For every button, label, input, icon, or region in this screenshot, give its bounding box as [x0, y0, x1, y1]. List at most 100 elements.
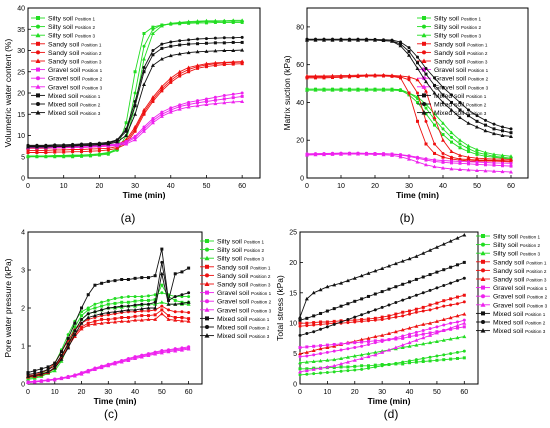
x-tick-label: 20 [371, 183, 379, 190]
y-tick-label: 40 [296, 100, 304, 107]
data-point [346, 321, 350, 325]
data-point [352, 276, 357, 280]
legend-marker [36, 41, 40, 46]
y-tick-label: 0 [293, 382, 297, 389]
data-point [142, 70, 146, 74]
series-mixed-1 [26, 247, 191, 375]
data-point [231, 36, 235, 40]
data-point [467, 150, 470, 154]
legend-entry: Silty soil Position 2 [476, 242, 540, 249]
data-point [26, 153, 30, 158]
series-line [307, 88, 512, 160]
legend-sub-label: Position 3 [82, 85, 103, 90]
data-point [398, 74, 403, 78]
data-point [339, 88, 343, 92]
data-point [80, 314, 84, 318]
x-tick-label: 10 [323, 389, 331, 396]
data-point [346, 302, 350, 306]
data-point [332, 357, 337, 362]
legend-marker [204, 333, 210, 338]
data-point [501, 161, 504, 165]
legend-marker [480, 250, 486, 256]
data-point [448, 239, 453, 243]
data-point [169, 44, 173, 48]
data-point [407, 74, 411, 79]
data-point [455, 335, 460, 340]
x-tick-label: 50 [473, 183, 481, 190]
data-point [394, 285, 398, 289]
data-point [450, 100, 453, 104]
data-point [79, 372, 84, 376]
y-axis-label: Pore water pressure (kPa) [3, 258, 13, 357]
data-point [347, 88, 352, 92]
data-point [492, 122, 496, 126]
data-point [366, 336, 371, 340]
legend-label: Gravel soil Position 1 [48, 67, 103, 74]
data-point [449, 297, 453, 301]
data-point [124, 142, 129, 146]
data-point [313, 38, 318, 42]
data-point [204, 41, 208, 45]
data-point [93, 302, 97, 306]
data-point [153, 298, 157, 302]
legend-entry: Mixed soil Position 2 [200, 325, 270, 332]
data-point [421, 360, 425, 364]
data-point [39, 367, 43, 371]
data-point [322, 152, 326, 157]
data-point [222, 94, 226, 98]
data-point [484, 163, 487, 167]
legend-sub-label: Position 1 [527, 286, 548, 291]
legend-label: Sandy soil Position 3 [217, 282, 271, 289]
data-point [408, 332, 412, 336]
data-point [46, 365, 50, 369]
data-point [442, 268, 446, 272]
x-tick-label: 30 [405, 183, 413, 190]
data-point [455, 295, 459, 299]
data-point [222, 100, 227, 105]
data-point [492, 152, 496, 156]
data-point [359, 356, 364, 360]
data-point [332, 307, 336, 311]
data-point [113, 317, 117, 321]
data-point [204, 100, 208, 103]
data-point [305, 372, 309, 376]
legend-sub-label: Position 3 [461, 34, 482, 39]
data-point [450, 155, 453, 159]
legend-entry: Sandy soil Position 1 [476, 259, 547, 266]
data-point [159, 350, 164, 355]
data-point [373, 268, 378, 273]
legend-marker [205, 290, 209, 295]
data-point [400, 259, 405, 263]
legend-label: Gravel soil Position 2 [48, 76, 103, 83]
data-point [408, 296, 412, 300]
data-point [501, 164, 504, 168]
x-tick-label: 60 [238, 183, 246, 190]
data-point [414, 277, 418, 281]
data-point [408, 335, 412, 339]
data-point [153, 274, 157, 278]
data-point [455, 323, 460, 328]
data-point [450, 135, 453, 139]
data-point [424, 89, 428, 93]
data-point [433, 159, 436, 163]
data-point [441, 328, 446, 332]
data-point [407, 326, 412, 330]
data-point [106, 313, 110, 317]
data-point [139, 318, 144, 322]
data-point [394, 315, 398, 319]
data-point [159, 84, 164, 89]
data-point [421, 356, 425, 360]
legend-sub-label: Position 3 [467, 60, 488, 65]
legend-entry: Sandy soil Position 2 [31, 50, 102, 57]
data-point [124, 129, 128, 133]
legend-label: Silty soil Position 2 [48, 24, 95, 31]
x-tick-label: 10 [51, 389, 59, 396]
data-point [325, 309, 329, 313]
data-point [428, 248, 433, 252]
legend-sub-label: Position 1 [467, 42, 488, 47]
data-point [414, 358, 418, 362]
data-point [484, 154, 487, 158]
legend-entry: Sandy soil Position 1 [200, 264, 271, 271]
data-point [356, 88, 360, 92]
data-point [146, 298, 150, 302]
